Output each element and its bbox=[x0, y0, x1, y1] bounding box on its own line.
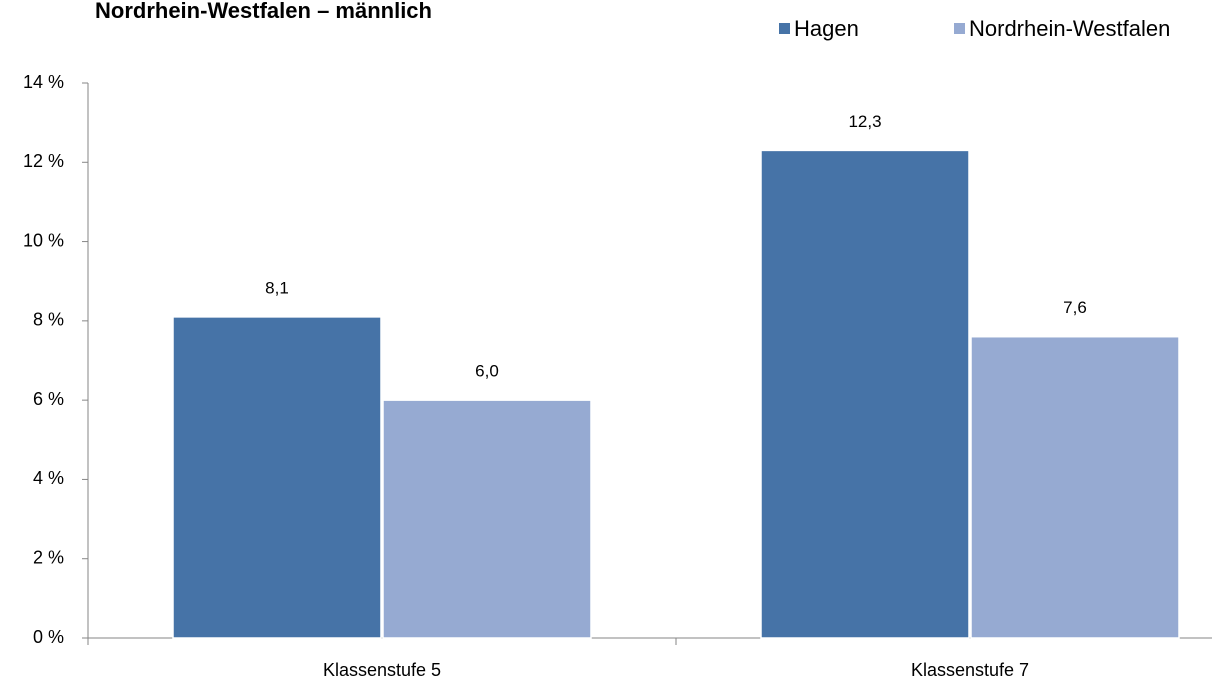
y-tick-label: 6 % bbox=[33, 389, 64, 409]
chart-title: Nordrhein-Westfalen – männlich bbox=[95, 0, 432, 23]
legend-swatch bbox=[779, 23, 790, 34]
value-label: 12,3 bbox=[848, 112, 881, 131]
y-tick-label: 2 % bbox=[33, 547, 64, 567]
bar bbox=[970, 335, 1180, 639]
y-tick-label: 8 % bbox=[33, 310, 64, 330]
y-tick-label: 14 % bbox=[23, 72, 64, 92]
y-tick-label: 12 % bbox=[23, 151, 64, 171]
x-tick-label: Klassenstufe 5 bbox=[323, 660, 441, 680]
bar bbox=[172, 316, 382, 639]
bar bbox=[760, 149, 970, 639]
legend-label: Hagen bbox=[794, 16, 859, 41]
bar bbox=[382, 399, 592, 639]
value-label: 8,1 bbox=[265, 278, 289, 297]
legend-swatch bbox=[954, 23, 965, 34]
y-tick-label: 10 % bbox=[23, 230, 64, 250]
y-tick-label: 4 % bbox=[33, 468, 64, 488]
value-label: 6,0 bbox=[475, 362, 499, 381]
legend-label: Nordrhein-Westfalen bbox=[969, 16, 1170, 41]
x-tick-label: Klassenstufe 7 bbox=[911, 660, 1029, 680]
y-tick-label: 0 % bbox=[33, 627, 64, 647]
value-label: 7,6 bbox=[1063, 298, 1087, 317]
